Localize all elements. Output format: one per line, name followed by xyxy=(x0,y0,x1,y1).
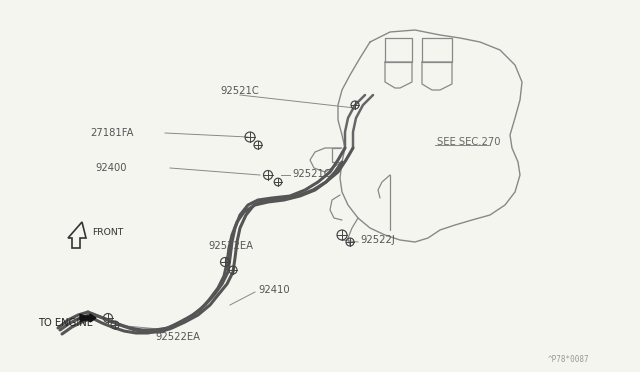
Text: 92522EA: 92522EA xyxy=(208,241,253,251)
Text: SEE SEC.270: SEE SEC.270 xyxy=(437,137,500,147)
Text: FRONT: FRONT xyxy=(92,228,124,237)
Text: 92400: 92400 xyxy=(95,163,127,173)
FancyArrow shape xyxy=(80,314,96,322)
Text: ^P78*0087: ^P78*0087 xyxy=(548,355,589,364)
Text: 92521C: 92521C xyxy=(292,169,331,179)
Text: TO ENGINE: TO ENGINE xyxy=(38,318,93,328)
Text: 92522J: 92522J xyxy=(360,235,395,245)
Text: 92521C: 92521C xyxy=(220,86,259,96)
Text: 27181FA: 27181FA xyxy=(90,128,134,138)
Text: 92410: 92410 xyxy=(258,285,290,295)
Text: 92522EA: 92522EA xyxy=(155,332,200,342)
